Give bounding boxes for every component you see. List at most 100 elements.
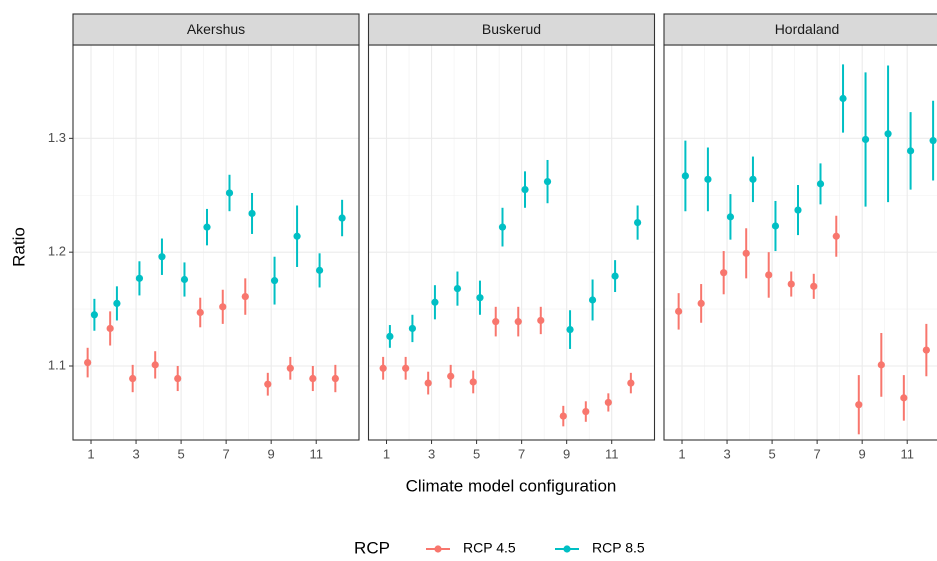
x-tick-label: 9 xyxy=(268,446,275,461)
point xyxy=(476,294,484,302)
x-tick-label: 3 xyxy=(132,446,139,461)
point xyxy=(447,372,455,380)
point xyxy=(331,374,339,383)
point xyxy=(379,364,387,372)
point xyxy=(611,272,619,280)
panel-background xyxy=(368,45,655,440)
point xyxy=(203,223,211,231)
point xyxy=(174,374,182,383)
x-tick-label: 5 xyxy=(768,446,775,461)
point xyxy=(514,318,522,326)
strip xyxy=(663,13,937,46)
point xyxy=(248,209,256,218)
point xyxy=(129,374,137,383)
point xyxy=(537,316,545,325)
point xyxy=(151,361,159,369)
x-tick-label: 5 xyxy=(473,446,480,461)
x-tick-label: 7 xyxy=(814,446,821,461)
point xyxy=(196,308,204,317)
point xyxy=(726,213,735,221)
point xyxy=(521,185,529,194)
point xyxy=(697,299,705,308)
point xyxy=(929,137,937,145)
point xyxy=(900,394,908,402)
point xyxy=(453,285,462,293)
point xyxy=(264,380,272,388)
point xyxy=(681,172,689,180)
point xyxy=(219,303,227,311)
point xyxy=(566,325,574,334)
legend-title: RCP xyxy=(354,538,390,557)
point xyxy=(543,177,552,186)
point xyxy=(113,299,121,308)
point xyxy=(90,311,98,319)
point xyxy=(816,180,825,188)
point xyxy=(408,324,417,333)
point xyxy=(787,280,795,288)
point xyxy=(861,135,870,144)
point xyxy=(675,307,683,315)
point xyxy=(704,175,712,183)
strip-label: Hordaland xyxy=(775,21,840,37)
x-tick-label: 5 xyxy=(177,446,184,461)
x-tick-label: 11 xyxy=(309,446,323,461)
strip xyxy=(367,13,656,46)
strip xyxy=(72,13,360,46)
point xyxy=(877,361,885,369)
point xyxy=(241,292,249,301)
point xyxy=(906,147,915,155)
point xyxy=(431,298,439,306)
strip-label: Akershus xyxy=(187,21,245,37)
x-tick-label: 11 xyxy=(900,446,914,461)
x-tick-label: 3 xyxy=(428,446,435,461)
point xyxy=(158,253,166,261)
point xyxy=(338,214,346,222)
panel-background xyxy=(73,45,359,440)
y-tick-label: 1.3 xyxy=(48,130,66,145)
point xyxy=(180,275,189,284)
point xyxy=(720,269,728,277)
x-tick-label: 3 xyxy=(723,446,730,461)
point xyxy=(225,189,234,197)
point xyxy=(634,218,642,227)
y-tick-label: 1.2 xyxy=(48,244,66,259)
point xyxy=(588,296,597,304)
strip-label: Buskerud xyxy=(482,21,541,37)
x-tick-label: 1 xyxy=(87,446,94,461)
y-axis-title: Ratio xyxy=(9,227,28,267)
panel-background xyxy=(664,45,937,440)
legend-key xyxy=(563,545,571,553)
point xyxy=(386,332,394,341)
point xyxy=(794,206,802,214)
legend-label: RCP 8.5 xyxy=(592,540,645,556)
x-tick-label: 9 xyxy=(859,446,866,461)
point xyxy=(424,379,432,387)
legend-key xyxy=(434,545,442,553)
point xyxy=(293,232,301,240)
x-tick-label: 7 xyxy=(223,446,230,461)
x-axis-title: Climate model configuration xyxy=(406,476,617,495)
point xyxy=(84,358,92,367)
point xyxy=(582,407,590,416)
point xyxy=(492,318,500,326)
point xyxy=(604,398,612,407)
point xyxy=(832,232,840,240)
x-tick-label: 1 xyxy=(383,446,390,461)
point xyxy=(742,249,750,257)
y-tick-label: 1.1 xyxy=(48,357,66,372)
point xyxy=(765,271,773,279)
point xyxy=(469,378,477,386)
point xyxy=(315,266,324,274)
point xyxy=(309,374,317,383)
point xyxy=(749,175,757,183)
point xyxy=(270,277,279,285)
point xyxy=(839,94,847,103)
point xyxy=(627,379,635,387)
x-tick-label: 9 xyxy=(563,446,570,461)
point xyxy=(810,282,818,290)
point xyxy=(498,223,507,231)
x-tick-label: 11 xyxy=(605,446,619,461)
point xyxy=(286,364,294,372)
legend-label: RCP 4.5 xyxy=(463,540,516,556)
